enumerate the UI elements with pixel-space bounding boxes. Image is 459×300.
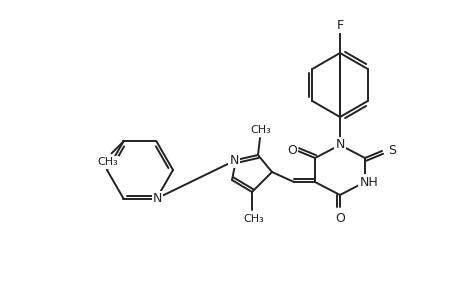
Text: O: O [334,212,344,226]
Text: CH₃: CH₃ [97,158,118,167]
Text: N: N [335,139,344,152]
Text: CH₃: CH₃ [250,125,271,135]
Text: O: O [286,145,297,158]
Text: NH: NH [359,176,378,188]
Text: CH₃: CH₃ [243,214,264,224]
Text: S: S [387,145,395,158]
Text: N: N [229,154,238,166]
Text: F: F [336,19,343,32]
Text: N: N [152,192,162,205]
